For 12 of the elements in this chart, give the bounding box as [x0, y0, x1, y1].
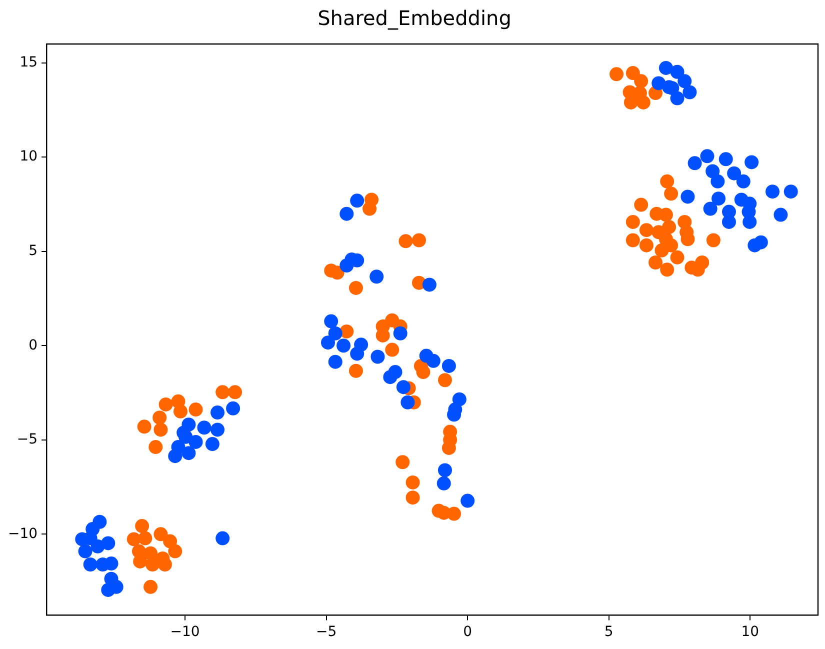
x-tick-label: −10 — [170, 624, 200, 640]
y-tick-label: 0 — [28, 337, 38, 354]
y-tick-label: −5 — [16, 432, 38, 448]
x-tick-label: 5 — [604, 624, 614, 640]
y-tick-label: 5 — [28, 243, 38, 260]
x-tick-label: 0 — [463, 624, 472, 640]
y-tick-label: 15 — [20, 54, 38, 70]
x-tick-label: −5 — [316, 624, 337, 640]
chart-title: Shared_Embedding — [318, 6, 512, 30]
x-tick-label: 10 — [741, 624, 760, 640]
y-tick-label: 10 — [20, 148, 38, 165]
y-tick-label: −10 — [8, 526, 38, 542]
